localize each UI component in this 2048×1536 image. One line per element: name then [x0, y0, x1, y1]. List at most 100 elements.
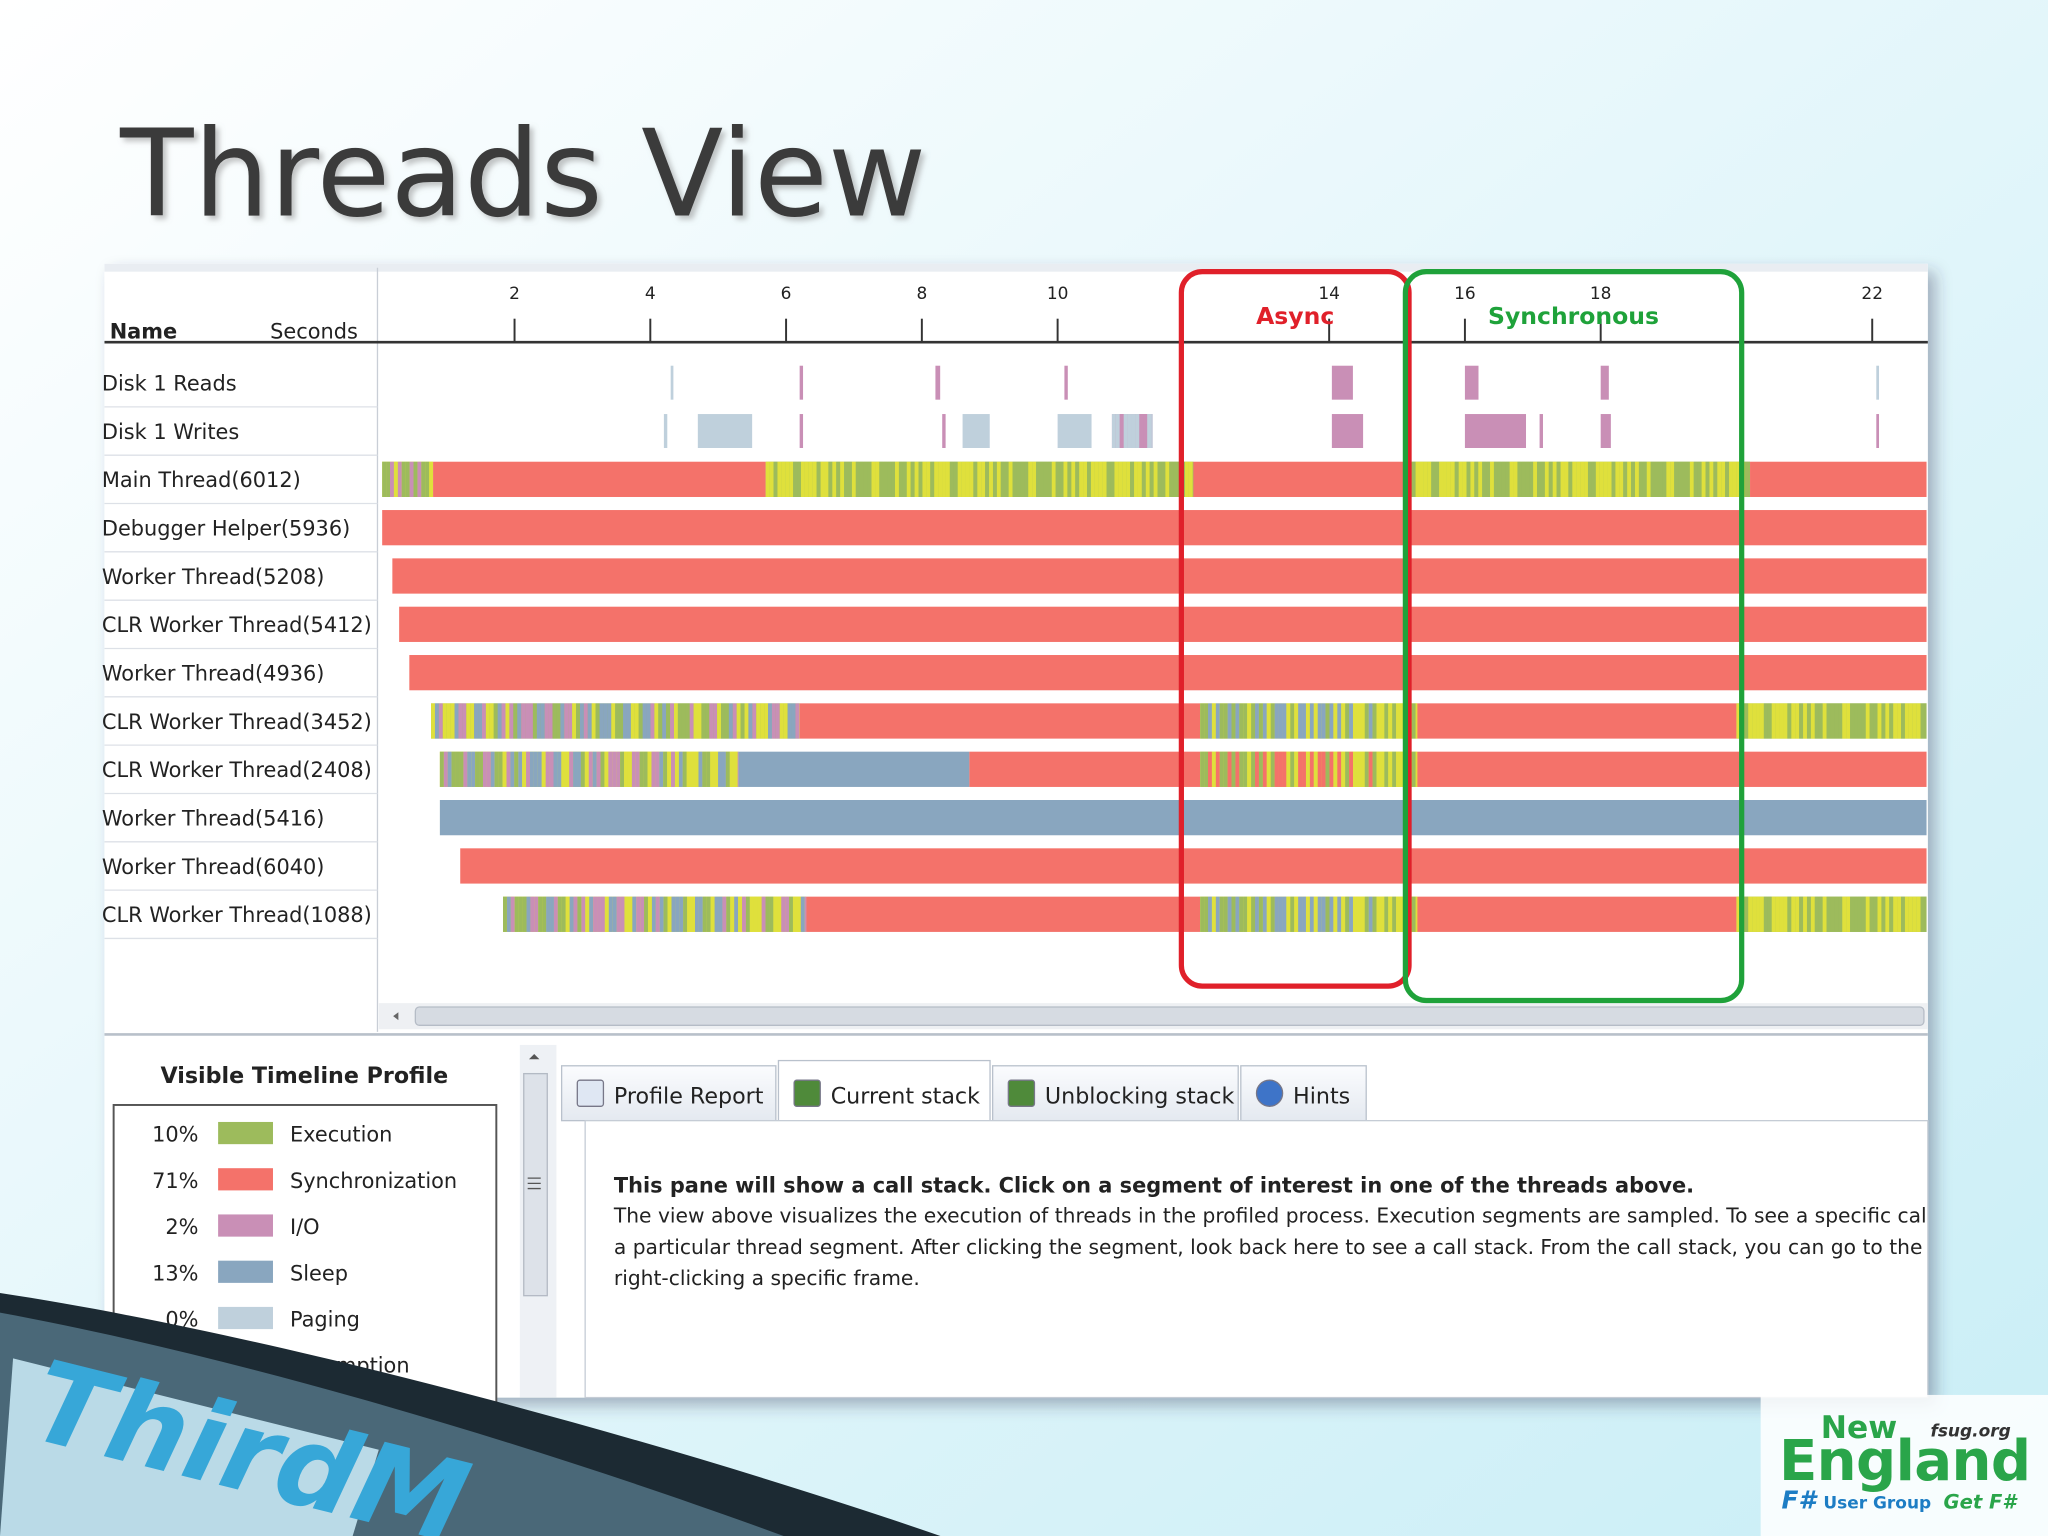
segment-stripe — [771, 703, 776, 739]
thread-name[interactable]: Worker Thread(6040) — [102, 855, 325, 879]
v-scroll-thumb[interactable] — [523, 1072, 548, 1297]
segment-stripe — [848, 461, 852, 497]
thread-segment[interactable] — [1111, 414, 1153, 448]
thread-segment[interactable] — [1750, 461, 1927, 497]
thread-segment[interactable] — [1193, 461, 1404, 497]
legend-title: Visible Timeline Profile — [160, 1063, 448, 1089]
thread-segment[interactable] — [962, 414, 990, 448]
pane-text: This pane will show a call stack. Click … — [613, 1173, 1928, 1290]
thread-segment[interactable] — [460, 848, 1927, 884]
segment-stripe — [742, 896, 746, 932]
segment-stripe — [1094, 461, 1099, 497]
segment-stripe — [706, 751, 711, 787]
thread-segment[interactable] — [1064, 365, 1068, 400]
thread-segment[interactable] — [799, 414, 804, 448]
tab-label[interactable]: Profile Report — [614, 1084, 764, 1110]
thread-segment[interactable] — [942, 414, 946, 448]
thread-segment[interactable] — [1736, 703, 1927, 739]
segment-stripe — [579, 703, 584, 739]
thread-name[interactable]: Disk 1 Writes — [102, 420, 239, 444]
thread-name[interactable]: CLR Worker Thread(3452) — [102, 710, 372, 734]
tab-label[interactable]: Current stack — [831, 1084, 980, 1110]
thread-segment[interactable] — [1539, 414, 1543, 448]
thread-segment[interactable] — [1464, 365, 1479, 400]
thread-segment[interactable] — [1331, 414, 1364, 448]
thread-segment[interactable] — [663, 414, 668, 448]
thread-segment[interactable] — [1403, 461, 1751, 497]
thread-segment[interactable] — [799, 703, 1201, 739]
thread-segment[interactable] — [1331, 365, 1353, 400]
thread-name[interactable]: CLR Worker Thread(5412) — [102, 613, 372, 637]
thread-segment[interactable] — [1464, 414, 1527, 448]
tab-label[interactable]: Unblocking stack — [1045, 1084, 1235, 1110]
thread-segment[interactable] — [1057, 414, 1092, 448]
scroll-left-arrow[interactable] — [393, 1012, 399, 1021]
h-scroll-thumb[interactable] — [414, 1006, 1925, 1026]
thread-segment[interactable] — [382, 461, 434, 497]
thread-segment[interactable] — [409, 655, 1927, 691]
segment-stripe — [553, 751, 558, 787]
thread-name[interactable]: CLR Worker Thread(1088) — [102, 903, 372, 927]
thread-name[interactable]: Worker Thread(4936) — [102, 661, 325, 685]
thread-rows: Disk 1 Reads Disk 1 Writes Main Thread(601… — [102, 372, 378, 940]
segment-stripe — [895, 461, 899, 497]
thread-segment[interactable] — [503, 896, 807, 932]
segment-stripe — [1098, 461, 1103, 497]
thread-segment[interactable] — [697, 414, 753, 448]
thread-segment[interactable] — [431, 703, 800, 739]
thread-segment[interactable] — [969, 751, 1201, 787]
segment-stripe — [1040, 461, 1044, 497]
segment-stripe — [612, 896, 617, 932]
thread-segment[interactable] — [392, 558, 1927, 594]
thread-segment[interactable] — [433, 461, 766, 497]
thread-segment[interactable] — [1417, 703, 1737, 739]
thread-name[interactable]: Worker Thread(5208) — [102, 565, 325, 589]
segment-stripe — [693, 703, 698, 739]
segment-stripe — [1147, 414, 1152, 448]
segment-stripe — [1063, 461, 1068, 497]
segment-stripe — [777, 461, 782, 497]
thread-name[interactable]: Main Thread(6012) — [102, 468, 301, 492]
segment-base — [1876, 365, 1880, 400]
segment-stripe — [769, 461, 774, 497]
thread-segment[interactable] — [806, 896, 1201, 932]
thread-segment[interactable] — [439, 751, 739, 787]
thread-segment[interactable] — [1417, 896, 1737, 932]
segment-stripe — [926, 461, 931, 497]
thread-segment[interactable] — [935, 365, 941, 400]
thread-segment[interactable] — [1417, 751, 1927, 787]
thread-segment[interactable] — [382, 510, 1927, 546]
segment-stripe — [1924, 896, 1927, 932]
thread-segment[interactable] — [1876, 414, 1880, 448]
scroll-up-arrow[interactable] — [528, 1054, 540, 1060]
thread-segment[interactable] — [1736, 896, 1927, 932]
thread-name[interactable]: Disk 1 Reads — [102, 372, 237, 396]
segment-stripe — [1877, 703, 1882, 739]
thread-segment[interactable] — [1200, 896, 1418, 932]
thread-segment[interactable] — [799, 365, 804, 400]
thread-segment[interactable] — [1876, 365, 1880, 400]
segment-stripe — [639, 751, 644, 787]
thread-segment[interactable] — [738, 751, 970, 787]
thread-segment[interactable] — [1200, 751, 1418, 787]
segment-stripe — [541, 751, 546, 787]
segment-stripe — [816, 461, 821, 497]
segment-stripe — [382, 461, 387, 497]
thread-segment[interactable] — [765, 461, 1194, 497]
segment-stripe — [1396, 751, 1401, 787]
thread-name[interactable]: CLR Worker Thread(2408) — [102, 758, 372, 782]
thread-name[interactable]: Debugger Helper(5936) — [102, 517, 350, 541]
segment-stripe — [824, 461, 829, 497]
thread-segment[interactable] — [1200, 703, 1418, 739]
thread-name[interactable]: Worker Thread(5416) — [102, 806, 325, 830]
thread-segment[interactable] — [1600, 365, 1609, 400]
tab-label[interactable]: Hints — [1293, 1084, 1350, 1110]
segment-stripe — [1298, 896, 1303, 932]
segment-stripe — [1282, 703, 1287, 739]
segment-stripe — [401, 461, 406, 497]
segment-stripe — [1893, 896, 1898, 932]
thread-segment[interactable] — [670, 365, 674, 400]
thread-segment[interactable] — [399, 606, 1927, 642]
thread-segment[interactable] — [1600, 414, 1611, 448]
segment-stripe — [1912, 703, 1917, 739]
